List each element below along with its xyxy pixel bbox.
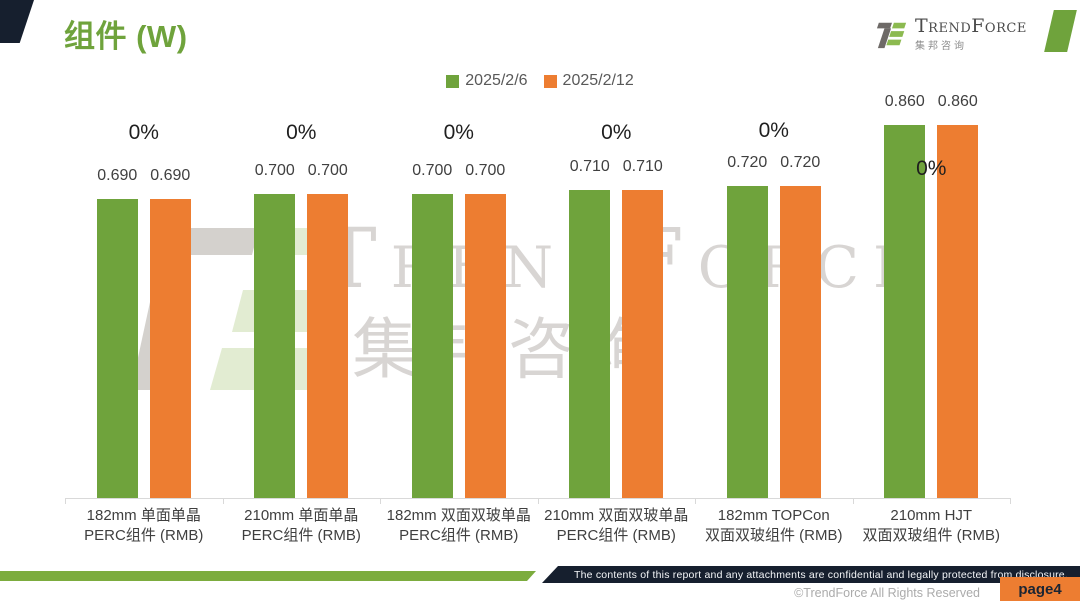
bar-value-label: 0.710 (622, 158, 663, 175)
bar-value-label: 0.720 (727, 154, 768, 171)
bar-series2 (779, 186, 821, 498)
x-axis-tick (852, 498, 854, 504)
bar-series2 (464, 194, 506, 498)
page-title: 组件 (W) (64, 19, 188, 54)
change-percent-label: 0% (601, 121, 632, 144)
bar-value-label: 0.860 (937, 93, 978, 110)
bar-series1 (726, 186, 768, 498)
bar-series2 (937, 125, 979, 498)
category-label: 210mm HJT 双面双玻组件 (RMB) (862, 507, 1001, 544)
copyright-text: ©TrendForce All Rights Reserved (794, 586, 980, 600)
change-percent-label: 0% (758, 119, 789, 142)
confidential-text: The contents of this report and any atta… (574, 568, 1068, 581)
category-label: 182mm 单面单晶 PERC组件 (RMB) (84, 507, 204, 544)
category-label: 182mm 双面双玻单晶 PERC组件 (RMB) (386, 507, 531, 544)
bar-series1 (254, 194, 296, 498)
change-percent-label: 0% (443, 121, 474, 144)
legend-label-series2: 2025/2/12 (562, 72, 634, 89)
bar-value-label: 0.690 (150, 167, 191, 184)
change-percent-label: 0% (286, 121, 317, 144)
brand-subtitle: 集邦咨询 (915, 41, 967, 52)
category-label: 182mm TOPCon 双面双玻组件 (RMB) (705, 507, 843, 544)
legend-label-series1: 2025/2/6 (465, 72, 528, 89)
x-axis-tick (222, 498, 224, 504)
trendforce-logo-text-block: TrendForce 集邦咨询 (915, 16, 1027, 52)
brand-name: TrendForce (915, 15, 1027, 37)
category-label: 210mm 单面单晶 PERC组件 (RMB) (241, 507, 361, 544)
legend-swatch-orange (543, 74, 557, 88)
bar-series1 (96, 199, 138, 498)
bar-value-label: 0.700 (412, 162, 453, 179)
change-percent-label: 0% (128, 121, 159, 144)
trendforce-logo: TrendForce 集邦咨询 (876, 16, 1027, 52)
bar-series2 (307, 194, 349, 498)
bar-value-label: 0.700 (254, 162, 295, 179)
bar-value-label: 0.690 (97, 167, 138, 184)
bar-value-label: 0.700 (465, 162, 506, 179)
bar-series1 (884, 125, 926, 498)
bar-value-label: 0.700 (307, 162, 348, 179)
trendforce-logo-icon (876, 22, 907, 49)
bar-series2 (149, 199, 191, 498)
x-axis-tick (695, 498, 696, 504)
footer-green-bar (0, 571, 536, 581)
change-percent-label: 0% (916, 157, 947, 180)
legend-item-series1: 2025/2/6 (446, 72, 528, 90)
bar-series1 (569, 190, 611, 498)
page-number-badge: page4 (1000, 577, 1080, 601)
page-number: page4 (1018, 580, 1062, 598)
bar-series1 (411, 194, 453, 498)
bar-series2 (622, 190, 664, 498)
legend-item-series2: 2025/2/12 (543, 72, 634, 90)
category-label: 210mm 双面双玻单晶 PERC组件 (RMB) (544, 507, 689, 544)
x-axis-tick (380, 498, 381, 504)
bar-value-label: 0.710 (569, 158, 610, 175)
footer-confidential-bar: The contents of this report and any atta… (542, 566, 1080, 583)
chart-legend: 2025/2/6 2025/2/12 (0, 72, 1080, 90)
x-axis-tick (65, 498, 66, 504)
x-axis-tick (537, 498, 539, 504)
x-axis-tick (1010, 498, 1011, 504)
legend-swatch-green (446, 74, 460, 88)
bar-value-label: 0.720 (780, 154, 821, 171)
bar-value-label: 0.860 (884, 93, 925, 110)
